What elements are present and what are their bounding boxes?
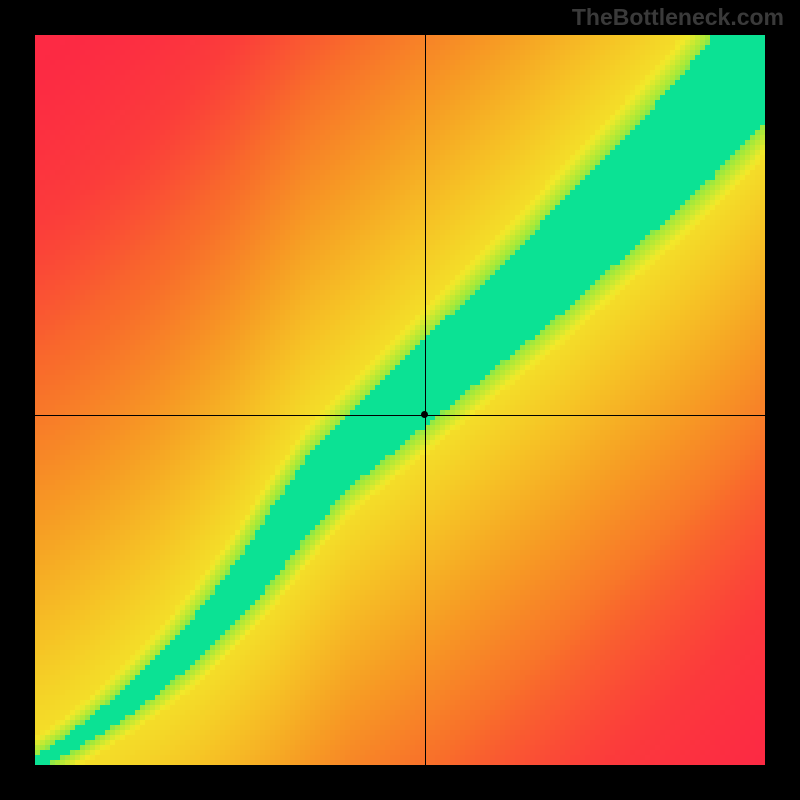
chart-container: TheBottleneck.com: [0, 0, 800, 800]
bottleneck-heatmap: [35, 35, 765, 765]
watermark-text: TheBottleneck.com: [572, 4, 784, 31]
crosshair-line: [35, 415, 765, 416]
crosshair-line: [425, 35, 426, 765]
